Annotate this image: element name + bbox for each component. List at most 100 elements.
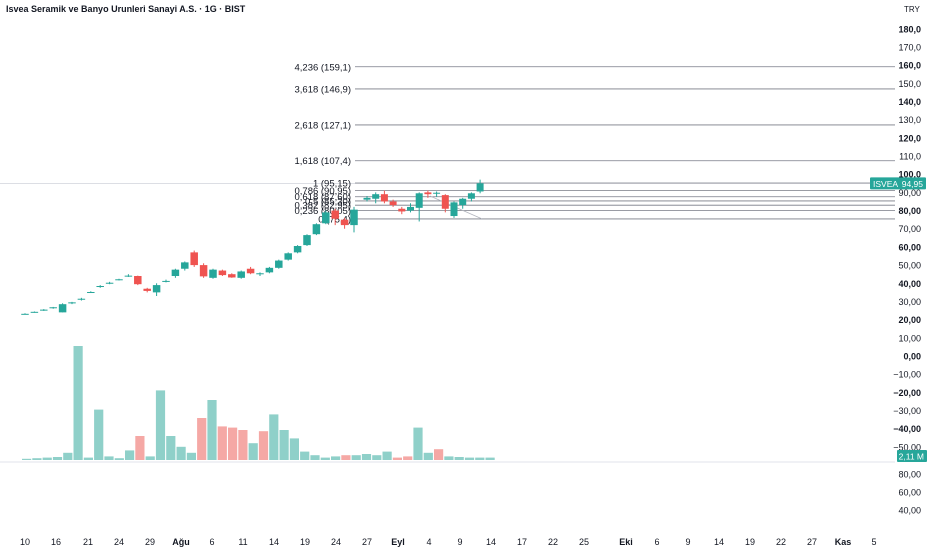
fib-level-label: 0,618 (87,60) (294, 192, 351, 203)
price-tick-label: 100,0 (898, 170, 921, 180)
price-tick-label: 160,0 (898, 61, 921, 71)
candle-body (218, 270, 227, 276)
volume-bar (331, 456, 341, 460)
time-tick-label: 4 (426, 537, 431, 547)
price-tick-label: 130,0 (898, 115, 921, 125)
candle-body (415, 193, 423, 208)
time-tick-label: 19 (300, 537, 310, 547)
time-tick-label: 24 (114, 537, 124, 547)
candle-body (265, 267, 274, 273)
volume-bar (238, 430, 248, 460)
volume-bar (310, 455, 320, 460)
volume-bar (52, 457, 63, 460)
candle-body (105, 282, 114, 284)
candle-body (407, 206, 414, 211)
price-tick-label: 20,00 (898, 315, 921, 325)
volume-bar (145, 456, 155, 460)
price-tick-label: −30,00 (893, 406, 921, 416)
time-tick-label: 9 (457, 537, 462, 547)
candle-body (433, 192, 441, 194)
candle-body (275, 260, 283, 268)
candle-body (143, 288, 151, 291)
volume-bar (289, 438, 299, 460)
time-tick-label: 29 (145, 537, 155, 547)
volume-bar (42, 457, 52, 460)
currency-label: TRY (904, 5, 920, 14)
time-tick-label: 27 (807, 537, 817, 547)
time-tick-label: 14 (269, 537, 279, 547)
candle-body (152, 285, 161, 293)
candle-body (40, 309, 48, 311)
candle-body (134, 276, 142, 285)
volume-bar (464, 457, 475, 460)
time-axis: 10 16 21 24 29 Ağu 6 11 14 19 24 27 Eyl 4 9 14 17 22 25 Eki… (20, 537, 877, 547)
price-tick-label: 180,0 (898, 24, 921, 34)
time-tick-label: 5 (871, 537, 876, 547)
candle-body (68, 302, 76, 304)
volume-axis: 80,00 60,00 40,00 (898, 470, 921, 516)
time-tick-label: 6 (654, 537, 659, 547)
candle-body (350, 209, 358, 226)
fib-level-label: 1 (95,15) (313, 179, 351, 190)
price-tick-label: 60,00 (898, 242, 921, 252)
candle-body (380, 194, 388, 202)
time-tick-label: Eyl (391, 537, 405, 547)
candle-body (49, 307, 57, 309)
volume-bar (475, 457, 485, 460)
volume-bar (63, 452, 73, 460)
fib-level-label: 1,618 (107,4) (294, 156, 351, 167)
candle-body (476, 183, 484, 192)
candle-body (398, 208, 406, 212)
volume-bar (351, 455, 361, 460)
candle-body (237, 271, 245, 278)
axis-badges: ISVEA 94,95 2,11 M (870, 177, 927, 462)
candle-body (199, 265, 208, 277)
time-tick-label: 6 (209, 537, 214, 547)
crosshair-line (0, 183, 895, 463)
time-tick-label: 10 (20, 537, 30, 547)
volume-tick-label: 80,00 (898, 470, 921, 480)
volume-bar (444, 456, 454, 460)
time-tick-label: 14 (486, 537, 496, 547)
candle-body (190, 252, 198, 266)
volume-bar (372, 455, 382, 460)
volume-bars (22, 346, 495, 460)
price-tick-label: 90,00 (898, 188, 921, 198)
volume-bar (403, 456, 413, 460)
candle-body (284, 253, 292, 260)
candle-body (115, 279, 123, 281)
price-tick-label: 0,00 (903, 352, 921, 362)
volume-bar (73, 346, 83, 460)
candle-body (256, 273, 264, 275)
volume-bar (83, 457, 93, 460)
time-tick-label: Kas (835, 537, 852, 547)
last-price-badge (870, 177, 926, 190)
time-tick-label: 17 (517, 537, 527, 547)
fib-level-label: 0,236 (80,05) (294, 206, 351, 217)
candle-body (181, 262, 189, 269)
volume-bar (485, 457, 495, 460)
price-tick-label: 70,00 (898, 224, 921, 234)
volume-bar (269, 414, 279, 460)
fib-level-label: 0 (75,4) (318, 214, 351, 225)
volume-bar (382, 451, 392, 460)
candle-body (58, 304, 67, 313)
volume-bar (413, 427, 423, 460)
candle-body (467, 193, 475, 199)
price-tick-label: 170,0 (898, 42, 921, 52)
candle-body (77, 298, 86, 300)
volume-tick-label: 60,00 (898, 488, 921, 498)
candle-body (340, 219, 349, 226)
volume-bar (166, 436, 176, 460)
candle-body (209, 269, 217, 278)
fib-level-label: 0,382 (82,95) (294, 201, 351, 212)
volume-bar (361, 454, 372, 460)
candle-body (459, 198, 467, 206)
price-tick-label: −20,00 (893, 388, 921, 398)
volume-bar (423, 452, 433, 460)
fib-level-label: 3,618 (146,9) (294, 84, 351, 95)
time-tick-label: Eki (619, 537, 633, 547)
time-tick-label: Ağu (172, 537, 190, 547)
candle-body (450, 202, 458, 217)
